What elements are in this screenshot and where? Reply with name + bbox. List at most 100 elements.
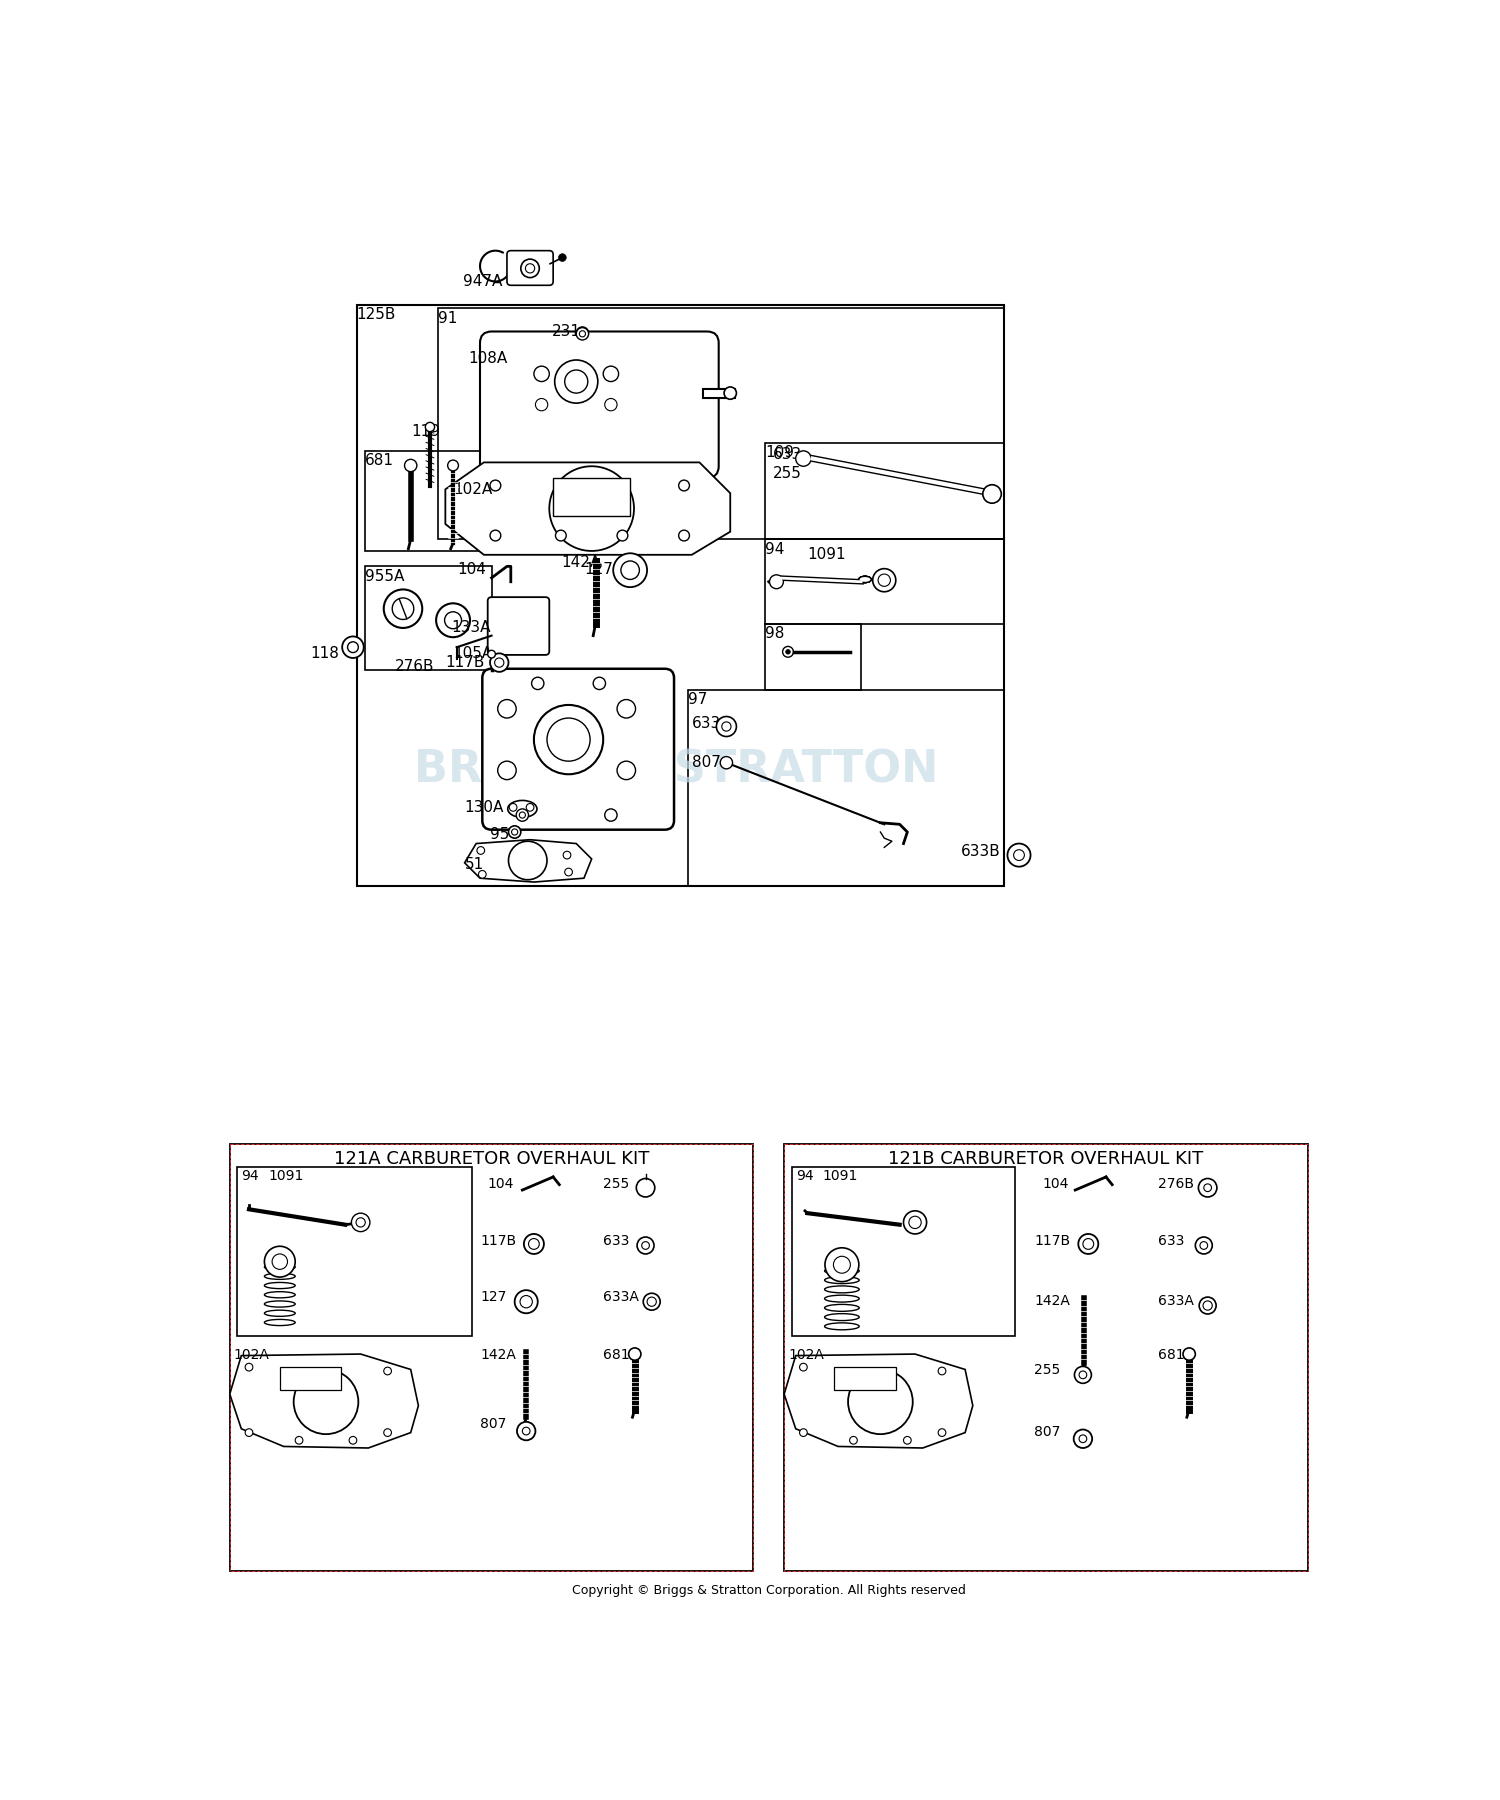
Circle shape	[1204, 1184, 1212, 1192]
Circle shape	[531, 677, 544, 689]
FancyBboxPatch shape	[488, 598, 549, 655]
Bar	[230, 1143, 753, 1571]
Circle shape	[1196, 1237, 1212, 1255]
Circle shape	[800, 1429, 807, 1436]
Circle shape	[783, 646, 794, 657]
Text: Copyright © Briggs & Stratton Corporation. All Rights reserved: Copyright © Briggs & Stratton Corporatio…	[572, 1584, 966, 1597]
Text: 109: 109	[765, 445, 794, 461]
Ellipse shape	[859, 576, 871, 583]
Circle shape	[526, 803, 534, 812]
Circle shape	[518, 1422, 536, 1440]
Text: 255: 255	[1035, 1363, 1060, 1377]
Text: 127: 127	[480, 1291, 507, 1305]
Circle shape	[636, 1179, 656, 1197]
Circle shape	[678, 481, 690, 491]
Bar	[688, 689, 1004, 886]
Circle shape	[579, 331, 585, 337]
Circle shape	[982, 484, 1002, 504]
Circle shape	[903, 1211, 927, 1235]
Circle shape	[509, 841, 548, 880]
Circle shape	[1008, 844, 1031, 866]
Ellipse shape	[825, 1305, 860, 1312]
Bar	[357, 304, 1004, 886]
Text: 105A: 105A	[453, 646, 492, 661]
Polygon shape	[230, 1354, 419, 1447]
Text: 121A CARBURETOR OVERHAUL KIT: 121A CARBURETOR OVERHAUL KIT	[334, 1150, 650, 1168]
Text: 94: 94	[242, 1170, 260, 1183]
Ellipse shape	[507, 801, 537, 817]
Ellipse shape	[825, 1276, 860, 1283]
Circle shape	[490, 653, 508, 671]
Text: 681: 681	[1158, 1348, 1184, 1363]
Circle shape	[724, 387, 736, 400]
Text: 95: 95	[490, 826, 510, 842]
Bar	[280, 1368, 342, 1390]
Text: 276B: 276B	[396, 659, 435, 673]
Text: 104: 104	[488, 1177, 514, 1192]
Circle shape	[603, 365, 618, 382]
Circle shape	[384, 1429, 392, 1436]
Text: 102A: 102A	[453, 482, 492, 497]
Circle shape	[562, 851, 572, 859]
Text: 94: 94	[795, 1170, 813, 1183]
Circle shape	[576, 328, 588, 338]
Ellipse shape	[825, 1267, 860, 1274]
Circle shape	[436, 603, 470, 637]
Circle shape	[509, 826, 520, 839]
Bar	[765, 625, 861, 689]
Text: 117B: 117B	[1035, 1235, 1071, 1247]
Bar	[834, 1368, 896, 1390]
Text: 955A: 955A	[364, 569, 404, 583]
Circle shape	[621, 562, 639, 580]
Circle shape	[909, 1217, 921, 1229]
Circle shape	[534, 706, 603, 774]
Text: 633: 633	[603, 1235, 630, 1247]
Circle shape	[644, 1292, 660, 1310]
Text: 91: 91	[438, 311, 458, 326]
Text: 117B: 117B	[480, 1235, 516, 1247]
Text: 1091: 1091	[807, 547, 846, 562]
Polygon shape	[784, 1354, 974, 1447]
Circle shape	[490, 531, 501, 542]
Ellipse shape	[859, 576, 871, 583]
Text: 108A: 108A	[468, 351, 507, 365]
Circle shape	[520, 1296, 532, 1309]
Circle shape	[356, 1219, 366, 1228]
Circle shape	[1014, 850, 1025, 860]
Bar	[230, 1143, 753, 1571]
Circle shape	[576, 328, 588, 340]
Text: 231: 231	[552, 324, 580, 338]
Text: 142A: 142A	[480, 1348, 516, 1363]
Text: 255: 255	[772, 466, 801, 481]
Circle shape	[720, 756, 732, 769]
Circle shape	[244, 1363, 254, 1372]
Ellipse shape	[264, 1264, 296, 1271]
Circle shape	[555, 360, 598, 403]
Circle shape	[678, 531, 690, 542]
Ellipse shape	[264, 1273, 296, 1280]
Bar	[237, 1166, 472, 1336]
Circle shape	[1198, 1298, 1216, 1314]
Text: 681: 681	[603, 1348, 630, 1363]
Circle shape	[350, 1436, 357, 1444]
Circle shape	[786, 650, 790, 653]
Circle shape	[564, 868, 573, 877]
Text: 102A: 102A	[788, 1348, 824, 1363]
Ellipse shape	[859, 576, 871, 583]
Polygon shape	[446, 463, 730, 554]
Circle shape	[1198, 1179, 1216, 1197]
Circle shape	[638, 1237, 654, 1255]
Ellipse shape	[825, 1296, 860, 1301]
Text: 255: 255	[603, 1177, 630, 1192]
Circle shape	[477, 846, 484, 855]
Text: 681: 681	[364, 454, 393, 468]
Circle shape	[1078, 1435, 1088, 1442]
Circle shape	[519, 812, 525, 819]
Ellipse shape	[264, 1292, 296, 1298]
Circle shape	[510, 803, 518, 812]
Ellipse shape	[825, 1314, 860, 1321]
Circle shape	[717, 716, 736, 736]
Circle shape	[495, 659, 504, 668]
FancyBboxPatch shape	[507, 250, 554, 284]
Text: 633A: 633A	[1158, 1294, 1194, 1309]
